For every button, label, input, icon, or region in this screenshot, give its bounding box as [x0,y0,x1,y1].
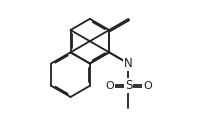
Text: O: O [143,81,152,91]
Text: O: O [105,81,114,91]
Text: N: N [124,57,133,70]
Text: S: S [125,79,132,92]
